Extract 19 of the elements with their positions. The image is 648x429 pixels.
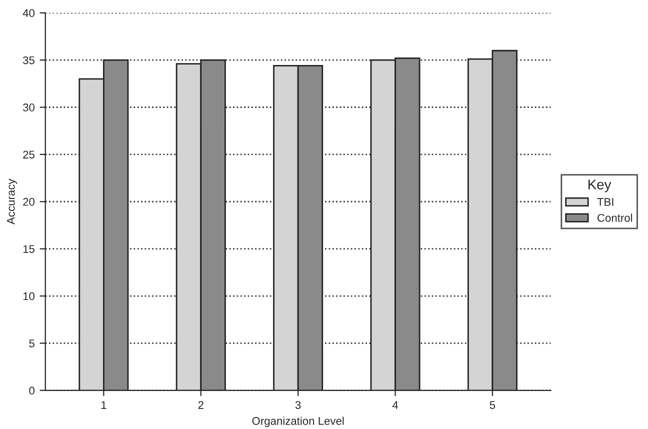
legend-title: Key (588, 180, 612, 192)
y-axis-title: Accuracy (7, 178, 18, 224)
x-tick-label: 2 (198, 401, 204, 409)
x-tick-label: 1 (101, 401, 106, 409)
x-axis-title: Organization Level (252, 416, 344, 428)
y-tick-label: 15 (23, 245, 34, 253)
y-tick-label: 40 (22, 9, 35, 18)
legend-label: Control (598, 214, 632, 222)
y-tick-label: 0 (29, 386, 35, 395)
y-tick-label: 30 (23, 104, 35, 112)
x-tick-label: 4 (392, 401, 398, 409)
y-tick-label: 10 (23, 292, 35, 300)
legend-label: TBI (597, 198, 614, 206)
y-tick-label: 35 (23, 56, 34, 64)
x-tick-label: 5 (490, 401, 496, 409)
y-tick-label: 5 (29, 340, 34, 348)
y-tick-label: 25 (23, 150, 34, 159)
y-tick-label: 20 (23, 198, 35, 206)
x-tick-label: 3 (295, 401, 301, 409)
